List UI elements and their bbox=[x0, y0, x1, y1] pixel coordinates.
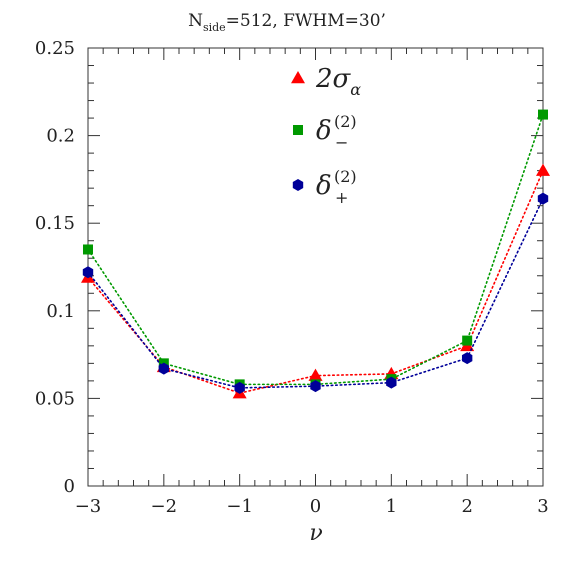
data-point-square bbox=[83, 244, 93, 255]
data-point-hexagon bbox=[82, 266, 94, 279]
x-tick-label: 1 bbox=[386, 496, 397, 517]
y-tick-label: 0.1 bbox=[46, 301, 75, 322]
axes: −3 −2 −1 0 1 2 3 0 0.05 0.1 0.15 0.2 0.25 bbox=[35, 38, 549, 517]
y-tick-label: 0.25 bbox=[35, 38, 75, 59]
y-tick-label: 0.2 bbox=[46, 126, 75, 147]
legend-label-superscript: (2) bbox=[334, 167, 357, 186]
legend-label-main: δ bbox=[316, 116, 332, 146]
chart-title-rest: =512, FWHM=30’ bbox=[226, 11, 386, 31]
y-tick-label: 0.05 bbox=[35, 388, 75, 409]
series-line bbox=[87, 197, 544, 389]
legend-marker-square bbox=[293, 125, 303, 135]
x-tick-label: 0 bbox=[310, 496, 321, 517]
legend-marker-hexagon bbox=[292, 179, 304, 191]
data-point-triangle bbox=[536, 163, 550, 176]
legend-entry-2: δ (2) − bbox=[293, 112, 357, 152]
data-point-square bbox=[462, 335, 473, 346]
x-tick-label: −3 bbox=[75, 496, 102, 517]
x-axis-label: ν bbox=[309, 521, 322, 546]
legend-label-main: δ bbox=[316, 171, 332, 201]
x-tick-label: −2 bbox=[151, 496, 178, 517]
legend-label-superscript: (2) bbox=[334, 112, 357, 131]
series-line bbox=[87, 113, 544, 386]
data-point-hexagon bbox=[386, 376, 397, 389]
legend-label: δ (2) − bbox=[316, 112, 357, 152]
plot-frame bbox=[87, 47, 544, 487]
data-point-hexagon bbox=[537, 192, 549, 205]
legend-label-subscript: − bbox=[335, 133, 348, 152]
data-point-square bbox=[538, 109, 548, 120]
series-2 bbox=[83, 109, 548, 390]
x-tick-label: 3 bbox=[537, 496, 548, 517]
legend-entry-1: 2σα bbox=[291, 64, 361, 99]
y-tick-label: 0 bbox=[64, 476, 75, 497]
data-point-triangle bbox=[308, 368, 323, 381]
legend-label: 2σα bbox=[315, 64, 361, 99]
legend-label-subscript: α bbox=[350, 80, 361, 99]
series-layer bbox=[81, 109, 550, 399]
data-point-hexagon bbox=[461, 352, 473, 365]
series-3 bbox=[82, 192, 549, 394]
data-point-hexagon bbox=[310, 380, 321, 393]
legend-label-main: 2σ bbox=[315, 64, 352, 94]
chart-title: Nside=512, FWHM=30’ bbox=[188, 11, 386, 34]
legend-entry-3: δ (2) + bbox=[292, 167, 357, 207]
chart-title-main: N bbox=[188, 11, 203, 31]
data-point-hexagon bbox=[158, 362, 170, 375]
series-line bbox=[87, 169, 544, 394]
x-tick-label: 2 bbox=[461, 496, 472, 517]
data-point-hexagon bbox=[234, 381, 245, 394]
chart-title-subscript: side bbox=[203, 21, 226, 34]
legend-label: δ (2) + bbox=[316, 167, 357, 207]
y-tick-label: 0.15 bbox=[35, 213, 75, 234]
legend-marker-triangle bbox=[291, 71, 305, 84]
legend-label-subscript: + bbox=[335, 188, 348, 207]
x-tick-label: −1 bbox=[226, 496, 253, 517]
